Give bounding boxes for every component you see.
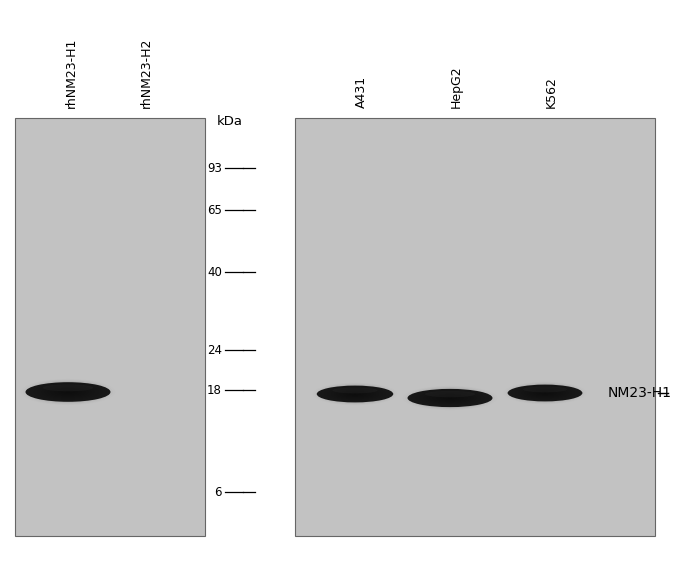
Text: A431: A431 xyxy=(355,76,368,108)
Ellipse shape xyxy=(65,391,71,393)
Ellipse shape xyxy=(63,391,73,394)
Ellipse shape xyxy=(350,393,360,395)
Ellipse shape xyxy=(336,389,374,399)
Ellipse shape xyxy=(329,387,381,401)
Ellipse shape xyxy=(520,386,570,400)
Ellipse shape xyxy=(426,392,474,404)
Ellipse shape xyxy=(47,386,89,398)
Text: NM23-H1: NM23-H1 xyxy=(608,386,672,400)
Ellipse shape xyxy=(353,394,357,395)
Ellipse shape xyxy=(529,388,561,397)
Ellipse shape xyxy=(540,392,549,394)
Text: rhNM23-H2: rhNM23-H2 xyxy=(140,38,153,108)
Ellipse shape xyxy=(43,385,93,391)
Ellipse shape xyxy=(327,386,383,401)
Text: 24: 24 xyxy=(207,343,222,356)
Bar xyxy=(15,118,205,536)
Ellipse shape xyxy=(445,396,455,399)
Ellipse shape xyxy=(44,385,91,399)
Ellipse shape xyxy=(331,388,379,400)
Ellipse shape xyxy=(343,391,367,397)
Ellipse shape xyxy=(442,396,458,400)
Text: kDa: kDa xyxy=(217,115,243,128)
Ellipse shape xyxy=(434,394,466,402)
Ellipse shape xyxy=(419,390,482,406)
Ellipse shape xyxy=(432,393,468,403)
Ellipse shape xyxy=(37,383,100,401)
Ellipse shape xyxy=(26,382,111,402)
Ellipse shape xyxy=(55,388,81,396)
Ellipse shape xyxy=(425,391,475,397)
Ellipse shape xyxy=(538,391,552,395)
Ellipse shape xyxy=(317,386,393,403)
Ellipse shape xyxy=(437,395,463,401)
Ellipse shape xyxy=(527,388,563,398)
Ellipse shape xyxy=(340,390,370,398)
Ellipse shape xyxy=(508,385,583,401)
Ellipse shape xyxy=(534,390,556,396)
Text: rhNM23-H1: rhNM23-H1 xyxy=(65,38,78,108)
Ellipse shape xyxy=(334,388,376,400)
Ellipse shape xyxy=(332,387,378,394)
Text: 18: 18 xyxy=(207,383,222,396)
Ellipse shape xyxy=(522,387,568,399)
Ellipse shape xyxy=(424,391,476,405)
Ellipse shape xyxy=(52,387,84,396)
Ellipse shape xyxy=(543,392,547,394)
Ellipse shape xyxy=(57,389,78,395)
Text: 93: 93 xyxy=(207,162,222,175)
Ellipse shape xyxy=(524,387,566,399)
Ellipse shape xyxy=(348,392,362,396)
Ellipse shape xyxy=(338,390,372,399)
Ellipse shape xyxy=(50,387,86,397)
Ellipse shape xyxy=(345,391,365,396)
Ellipse shape xyxy=(60,390,76,394)
Text: 6: 6 xyxy=(215,485,222,498)
Ellipse shape xyxy=(39,384,97,400)
Ellipse shape xyxy=(42,385,94,399)
Ellipse shape xyxy=(536,391,554,396)
Text: K562: K562 xyxy=(545,76,558,108)
Text: 65: 65 xyxy=(207,203,222,217)
Bar xyxy=(295,118,655,536)
Text: 40: 40 xyxy=(207,266,222,279)
Ellipse shape xyxy=(531,389,559,397)
Ellipse shape xyxy=(408,389,493,407)
Text: HepG2: HepG2 xyxy=(450,65,463,108)
Ellipse shape xyxy=(439,395,461,401)
Ellipse shape xyxy=(447,397,453,399)
Ellipse shape xyxy=(429,392,471,404)
Ellipse shape xyxy=(517,386,573,401)
Ellipse shape xyxy=(421,391,479,405)
Ellipse shape xyxy=(523,386,567,392)
